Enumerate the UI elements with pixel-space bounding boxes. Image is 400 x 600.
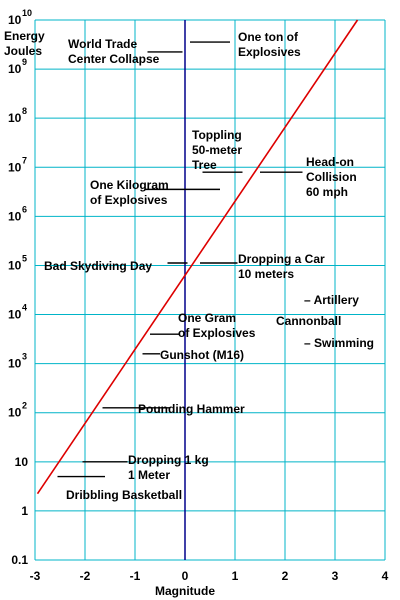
annotation-label: Bad Skydiving Day [44, 259, 152, 273]
x-tick-label: 4 [382, 569, 389, 583]
y-tick-label: 10 [8, 209, 22, 223]
y-tick-exponent: 4 [22, 303, 27, 313]
annotation-label-line: One ton of [238, 30, 299, 44]
annotation-label: One ton of Explosives [238, 30, 301, 59]
annotation-label: One Kilogram of Explosives [90, 178, 169, 207]
x-tick-label: 3 [332, 569, 339, 583]
y-tick-label: 10 [15, 455, 29, 469]
y-tick-exponent: 8 [22, 106, 27, 116]
annotation-label-line: Head-on [306, 155, 354, 169]
annotation-marks [57, 41, 303, 478]
y-tick-label: 10 [8, 160, 22, 174]
y-tick-label: 0.1 [11, 553, 28, 567]
y-tick-exponent: 9 [22, 57, 27, 67]
annotation-label-line: 1 Meter [128, 468, 170, 482]
x-axis-title: Magnitude [155, 584, 215, 598]
y-axis-title-line-2: Joules [4, 44, 42, 58]
annotation-label: Dribbling Basketball [66, 488, 182, 502]
y-tick-label: 10 [8, 357, 22, 371]
side-note-label: – Swimming [304, 336, 374, 350]
annotation-label-line: 50-meter [192, 143, 242, 157]
annotation-label-line: Center Collapse [68, 52, 160, 66]
series-line [36, 19, 359, 495]
annotation-label-line: One Gram [178, 311, 236, 325]
annotation-label: Dropping 1 kg 1 Meter [128, 453, 209, 482]
annotation-labels: World Trade Center Collapse One ton of Expl… [44, 30, 374, 502]
annotation-label-line: Collision [306, 170, 357, 184]
y-tick-label: 10 [8, 111, 22, 125]
x-tick-label: 0 [182, 569, 189, 583]
annotation-label: Pounding Hammer [138, 402, 245, 416]
y-tick-label: 1 [21, 504, 28, 518]
grid [34, 19, 386, 561]
y-tick-label: 10 [8, 258, 22, 272]
annotation-label-line: Dribbling Basketball [66, 488, 182, 502]
annotation-label-line: One Kilogram [90, 178, 169, 192]
y-tick-exponent: 3 [22, 352, 27, 362]
y-tick-label: 10 [8, 62, 22, 76]
annotation-label-line: 60 mph [306, 185, 348, 199]
annotation-label-line: Tree [192, 158, 217, 172]
side-note-label: – Artillery [304, 293, 359, 307]
energy-trend-line [36, 19, 359, 495]
y-tick-exponent: 2 [22, 401, 27, 411]
annotation-label-line: of Explosives [178, 326, 256, 340]
x-tick-label: -3 [30, 569, 41, 583]
annotation-label-line: Pounding Hammer [138, 402, 245, 416]
y-tick-label: 10 [8, 308, 22, 322]
annotation-label-line: 10 meters [238, 267, 294, 281]
y-tick-exponent: 7 [22, 155, 27, 165]
annotation-label-line: Toppling [192, 128, 242, 142]
annotation-label-line: Explosives [238, 45, 301, 59]
annotation-label-line: of Explosives [90, 193, 168, 207]
annotation-label-line: Dropping a Car [238, 252, 325, 266]
annotation-label-line: Gunshot (M16) [160, 348, 244, 362]
y-tick-label: 10 [8, 406, 22, 420]
annotation-label: Gunshot (M16) [160, 348, 244, 362]
annotation-label: Head-on Collision 60 mph [306, 155, 357, 199]
y-axis-title-line-1: Energy [4, 29, 45, 43]
annotation-label: Dropping a Car 10 meters [238, 252, 325, 281]
y-tick-exponent: 5 [22, 253, 27, 263]
x-tick-label: 2 [282, 569, 289, 583]
annotation-label: Toppling 50-meter Tree [192, 128, 242, 172]
y-tick-exponent: 6 [22, 204, 27, 214]
annotation-label-line: Bad Skydiving Day [44, 259, 152, 273]
annotation-label-line: World Trade [68, 37, 137, 51]
y-tick-label: 10 [8, 13, 22, 27]
y-tick-exponent: 10 [22, 8, 32, 18]
x-tick-label: 1 [232, 569, 239, 583]
annotation-label: One Gram of Explosives [178, 311, 256, 340]
annotation-label-line: Dropping 1 kg [128, 453, 209, 467]
side-note-label: Cannonball [276, 314, 341, 328]
x-tick-label: -1 [130, 569, 141, 583]
x-tick-label: -2 [80, 569, 91, 583]
annotation-label: World Trade Center Collapse [68, 37, 160, 66]
